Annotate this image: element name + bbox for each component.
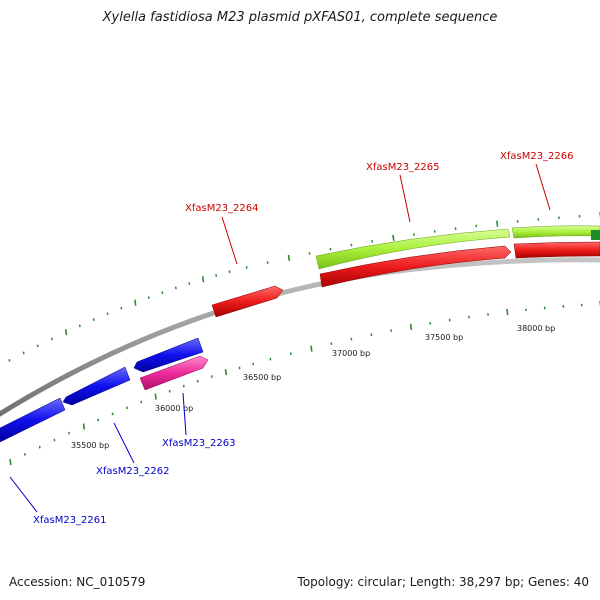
leader-line-2262 <box>113 422 135 464</box>
bp-label-36500: 36500 bp <box>243 373 281 382</box>
major-tick <box>9 458 12 466</box>
gene-label-2266[interactable]: XfasM23_2266 <box>500 151 574 162</box>
bp-label-36000: 36000 bp <box>155 404 193 413</box>
major-tick <box>82 423 86 430</box>
bp-label-35500: 35500 bp <box>71 441 109 450</box>
gene-label-2265[interactable]: XfasM23_2265 <box>366 162 440 173</box>
map-title: Xylella fastidiosa M23 plasmid pXFAS01, … <box>102 10 498 25</box>
bp-label-38000: 38000 bp <box>517 324 555 333</box>
sequence-summary: Topology: circular; Length: 38,297 bp; G… <box>297 575 589 589</box>
gene-label-2264[interactable]: XfasM23_2264 <box>185 203 259 214</box>
gene-xfasm23-2264[interactable] <box>211 285 284 318</box>
major-tick <box>287 254 291 262</box>
leader-line-2264 <box>221 216 238 265</box>
major-tick <box>201 276 205 283</box>
major-tick <box>310 345 313 352</box>
major-tick <box>154 393 157 400</box>
accession-text: Accession: NC_010579 <box>9 575 146 589</box>
major-tick <box>224 368 228 376</box>
gene-label-2261[interactable]: XfasM23_2261 <box>33 515 107 526</box>
gene-dark-green-segment[interactable] <box>591 230 600 240</box>
bp-label-37500: 37500 bp <box>425 333 463 342</box>
gene-xfasm23-2262[interactable] <box>62 366 131 406</box>
gene-xfasm23-2265[interactable] <box>319 245 512 288</box>
leader-line-2261 <box>9 476 38 513</box>
gene-xfasm23-2266-outer[interactable] <box>511 225 600 239</box>
gene-xfasm23-2265-outer[interactable] <box>315 228 511 270</box>
major-tick <box>409 323 413 331</box>
leader-line-2265 <box>399 174 411 223</box>
major-tick <box>496 220 499 227</box>
bp-label-37000: 37000 bp <box>332 349 370 358</box>
gene-xfasm23-2263[interactable] <box>139 355 209 391</box>
inner-tick-marks <box>9 301 600 466</box>
major-tick <box>392 234 395 242</box>
leader-line-2263 <box>182 392 187 436</box>
leader-line-2266 <box>535 163 551 211</box>
gene-xfasm23-2261[interactable] <box>0 397 66 443</box>
gene-blue-a[interactable] <box>133 337 204 373</box>
major-tick <box>506 308 509 316</box>
major-tick <box>134 299 137 306</box>
gene-label-2262[interactable]: XfasM23_2262 <box>96 466 170 477</box>
gene-label-2263[interactable]: XfasM23_2263 <box>162 438 236 449</box>
major-tick <box>64 329 68 336</box>
outer-tick-marks <box>8 212 600 362</box>
gene-xfasm23-2266[interactable] <box>513 241 600 259</box>
